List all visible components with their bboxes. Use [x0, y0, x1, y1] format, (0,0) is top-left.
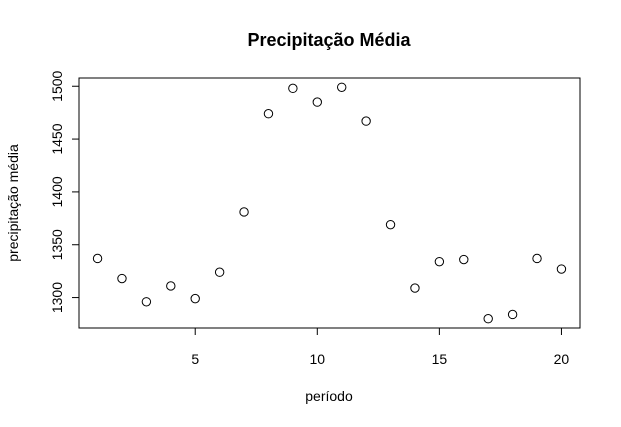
data-point: [483, 314, 493, 324]
y-axis: 1300 1350 1400 1450 1500: [49, 70, 80, 313]
y-tick-label: 1300: [49, 282, 65, 313]
data-point: [117, 273, 127, 284]
data-point: [239, 207, 249, 217]
data-point: [288, 83, 298, 94]
chart-title: Precipitação Média: [247, 30, 411, 50]
data-point: [92, 253, 103, 264]
data-point: [214, 267, 225, 277]
data-point: [141, 297, 152, 307]
data-point: [263, 109, 274, 119]
data-point: [556, 264, 567, 274]
data-point: [312, 97, 322, 107]
data-point: [507, 309, 518, 320]
data-point: [532, 253, 542, 264]
data-point: [385, 219, 396, 230]
data-point: [410, 283, 420, 293]
data-point: [337, 82, 347, 92]
y-tick-label: 1450: [49, 123, 65, 154]
x-tick-label: 5: [191, 351, 199, 367]
data-point: [166, 281, 176, 291]
x-tick-label: 15: [432, 351, 448, 367]
data-points: [92, 82, 567, 324]
y-tick-label: 1350: [49, 229, 65, 260]
data-point: [361, 116, 371, 126]
data-point: [459, 254, 469, 265]
x-tick-label: 10: [310, 351, 326, 367]
data-point: [434, 256, 445, 267]
x-tick-label: 20: [554, 351, 570, 367]
plot-area-border: [78, 77, 581, 329]
y-axis-label: precipitação média: [5, 144, 21, 262]
y-tick-label: 1500: [49, 70, 65, 101]
x-axis-label: período: [305, 388, 353, 404]
x-axis: 5 10 15 20: [191, 327, 570, 367]
y-tick-label: 1400: [49, 176, 65, 207]
data-point: [190, 293, 200, 304]
